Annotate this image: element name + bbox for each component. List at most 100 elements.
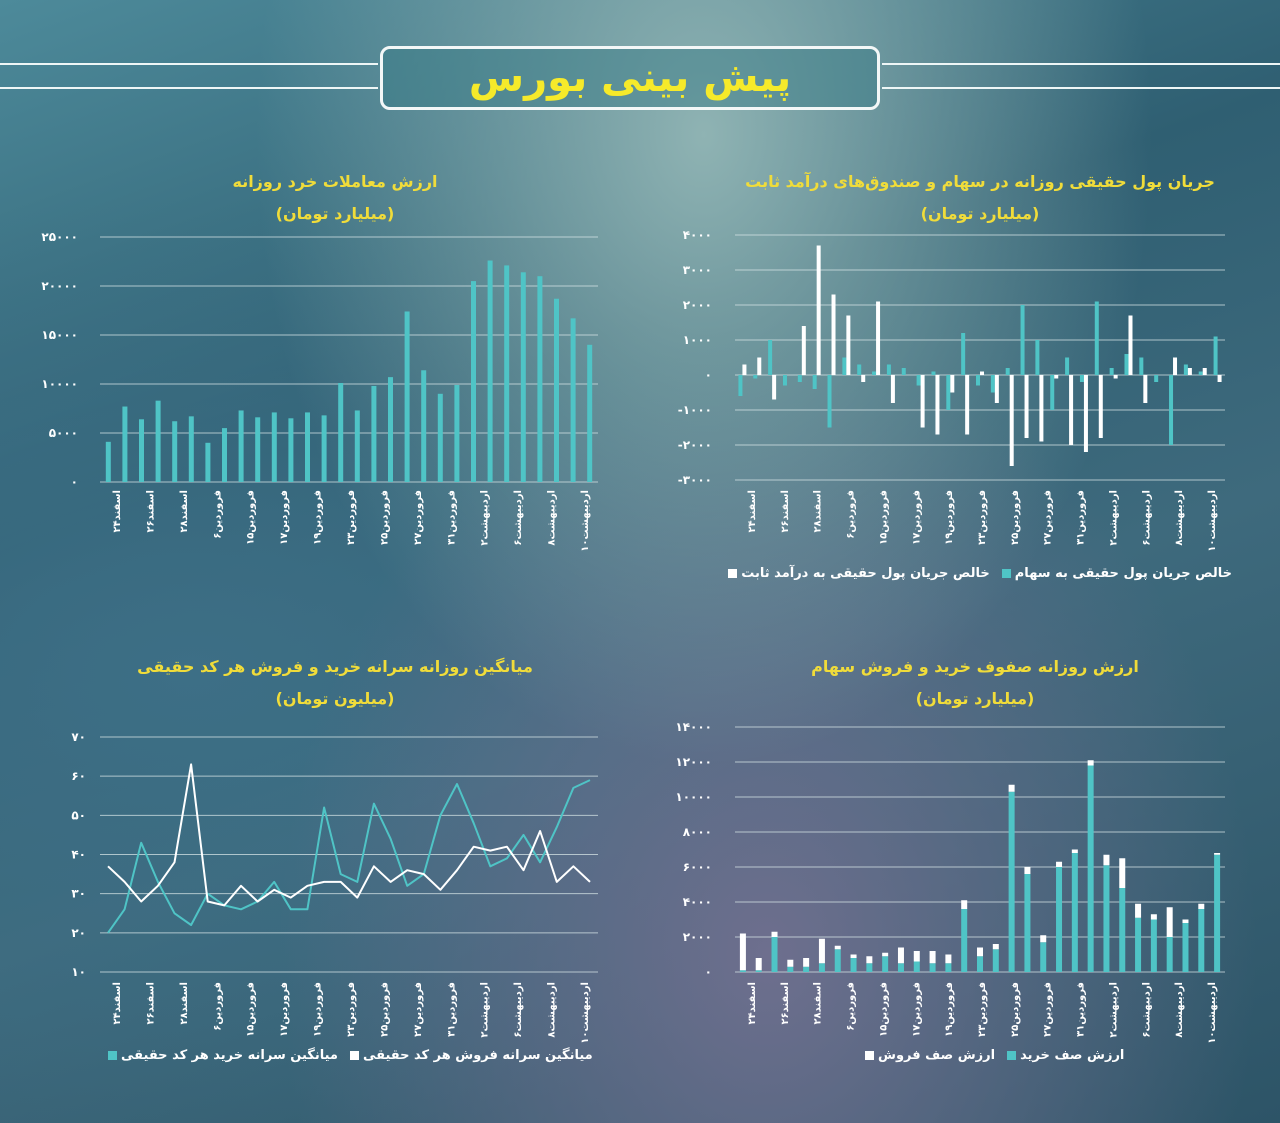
queues-sell-bar (1135, 903, 1142, 918)
net_flow-fixed-income-bar (980, 371, 984, 375)
net_flow-x-tick-label: اردیبهشت۶ (1141, 490, 1152, 546)
net_flow-stocks-bar (842, 357, 847, 375)
per_capita-x-tick-label: فروردین۶ (212, 982, 223, 1031)
queues-subtitle: (میلیارد تومان) (915, 689, 1035, 708)
net_flow-stocks-bar (1213, 336, 1218, 375)
retail_value-bar (471, 281, 476, 482)
queues-buy-bar (1024, 874, 1031, 972)
per_capita-x-tick-label: فروردین۱۷ (279, 982, 290, 1037)
retail_value-bar (354, 410, 360, 482)
retail_value-bar (155, 400, 161, 482)
queues-sell-bar (1008, 784, 1015, 792)
queues-buy-bar (803, 966, 810, 972)
legend-swatch-white (865, 1051, 874, 1060)
net_flow-x-tick-label: اردیبهشت۲ (1108, 490, 1119, 546)
retail_value-x-tick-label: فروردین۱۹ (313, 490, 324, 545)
net_flow-fixed-income-bar (846, 315, 851, 375)
retail_value-x-tick-label: فروردین۲۵ (379, 490, 390, 545)
net_flow-x-tick-label: فروردین۲۳ (977, 490, 988, 545)
net_flow-fixed-income-bar (1039, 375, 1044, 442)
queues-x-tick-label: فروردین۲۵ (1010, 982, 1021, 1037)
queues-sell-bar (850, 954, 857, 958)
queues-sell-bar (771, 931, 778, 937)
retail-chart-title: ارزش معاملات خرد روزانه (میلیارد تومان) (60, 172, 610, 224)
net_flow-stocks-bar (1198, 371, 1203, 375)
net_flow-stocks-bar (782, 375, 787, 386)
queues-sell-bar (1214, 853, 1221, 855)
header-box: پیش بینی بورس (380, 46, 880, 110)
net_flow-y-tick-label: ۲۰۰۰ (683, 298, 712, 312)
net_flow-stocks-bar (916, 375, 921, 386)
retail_value-bar (487, 260, 493, 482)
retail_value-bar (570, 318, 576, 482)
retail_value-y-tick-label: ۲۰۰۰۰ (41, 279, 78, 293)
retail_value-x-tick-label: اردیبهشت۸ (547, 490, 558, 546)
retail_value-bar (105, 441, 111, 482)
queues-sell-bar (834, 945, 841, 950)
net_flow-fixed-income-bar (1024, 375, 1029, 438)
legend-item-buy-per-capita: میانگین سرانه خرید هر کد حقیقی (108, 1048, 338, 1063)
queues-x-tick-label: فروردین۲۷ (1043, 982, 1054, 1037)
net_flow-fixed-income-bar (1098, 375, 1103, 438)
retail_value-y-tick-label: ۲۵۰۰۰ (41, 230, 78, 244)
net_flow-stocks-bar (990, 375, 995, 393)
retail_value-x-tick-label: اسفند۲۴ (112, 490, 123, 533)
retail_value-bar (388, 377, 393, 482)
net_flow-stocks-bar (961, 333, 966, 375)
net_flow-stocks-bar (1169, 375, 1174, 445)
per_capita-x-tick-label: فروردین۱۵ (246, 982, 257, 1037)
retail_value-x-tick-label: فروردین۱۵ (246, 490, 257, 545)
net_flow-fixed-income-bar (1187, 368, 1192, 375)
queues-buy-bar (1087, 765, 1094, 972)
queues-buy-bar (787, 966, 794, 972)
net_flow-stocks-bar (753, 375, 758, 379)
retail_value-bar (454, 384, 460, 482)
queues-buy-bar (739, 970, 746, 972)
per_capita-x-tick-label: فروردین۳۱ (446, 982, 457, 1037)
net_flow-fixed-income-bar (994, 375, 999, 403)
queues-sell-bar (945, 954, 952, 964)
retail_value-x-tick-label: اردیبهشت۶ (513, 490, 524, 546)
net_flow-fixed-income-bar (950, 375, 955, 393)
legend-label-sell-queue: ارزش صف فروش (878, 1048, 996, 1063)
queues-y-tick-label: ۶۰۰۰ (683, 860, 712, 874)
queues-legend: ارزش صف خرید ارزش صف فروش (865, 1048, 1124, 1063)
net_flow-stocks-bar (946, 375, 951, 410)
queues-x-tick-label: اردیبهشت۱۰ (1207, 982, 1218, 1044)
per_capita-x-tick-label: فروردین۱۹ (313, 982, 324, 1037)
per_capita-x-tick-label: اسفند۲۴ (112, 982, 123, 1025)
queues-sell-bar (755, 958, 762, 971)
net_flow-fixed-income-bar (801, 326, 806, 375)
net_flow-x-tick-label: فروردین۲۷ (1043, 490, 1054, 545)
queues-y-tick-label: ۸۰۰۰ (683, 825, 712, 839)
net_flow-stocks-bar (857, 364, 862, 375)
net_flow-x-tick-label: اردیبهشت۸ (1174, 490, 1185, 546)
queues-sell-bar (1056, 861, 1063, 867)
per_capita-x-tick-label: اردیبهشت۸ (547, 982, 558, 1038)
net_flow-fixed-income-bar (1054, 375, 1059, 379)
net_flow-y-tick-label: -۲۰۰۰ (678, 438, 712, 452)
net_flow-fixed-income-bar (1202, 368, 1207, 375)
queues-buy-bar (961, 909, 968, 972)
queues-buy-bar (1103, 865, 1110, 972)
queues-y-tick-label: ۱۲۰۰۰ (675, 755, 712, 769)
queues-sell-bar (1198, 903, 1205, 909)
retail_value-x-tick-label: فروردین۶ (212, 490, 223, 539)
net_flow-fixed-income-bar (1143, 375, 1148, 403)
per_capita-y-tick-label: ۴۰ (71, 848, 86, 862)
retail_value-x-tick-label: فروردین۲۷ (413, 490, 424, 545)
queues-buy-bar (1119, 888, 1126, 972)
legend-label-buy-per-capita: میانگین سرانه خرید هر کد حقیقی (121, 1048, 338, 1063)
per_capita-x-tick-label: اردیبهشت۲ (480, 982, 491, 1038)
net_flow-fixed-income-bar (816, 245, 821, 375)
net_flow-stocks-bar (1065, 357, 1070, 375)
net_flow-y-tick-label: ۱۰۰۰ (683, 333, 712, 347)
per_capita-y-tick-label: ۲۰ (71, 926, 86, 940)
queues-sell-bar (929, 951, 936, 964)
retail_value-bar (255, 417, 261, 482)
queues-chart-title: ارزش روزانه صفوف خرید و فروش سهام (میلیا… (690, 657, 1260, 709)
net_flow-stocks-bar (1109, 368, 1114, 375)
queues-x-tick-label: فروردین۱۵ (878, 982, 889, 1037)
retail_value-bar (537, 276, 543, 482)
